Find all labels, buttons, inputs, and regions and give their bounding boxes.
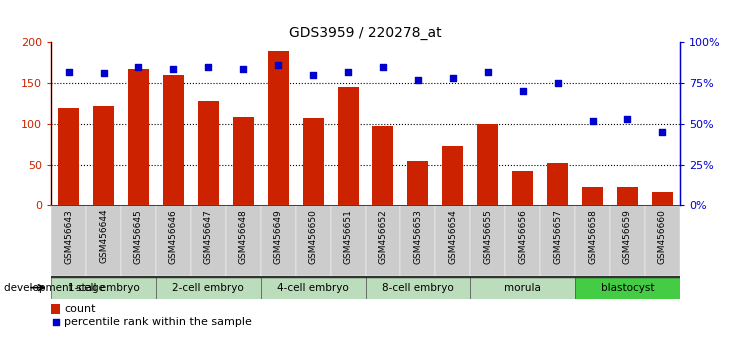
Text: GSM456651: GSM456651	[344, 209, 352, 264]
Text: 2-cell embryo: 2-cell embryo	[173, 282, 244, 293]
Point	[307, 72, 319, 78]
Text: GSM456657: GSM456657	[553, 209, 562, 264]
Text: GSM456660: GSM456660	[658, 209, 667, 264]
Bar	[156, 276, 261, 299]
Bar	[226, 205, 261, 276]
Bar	[407, 161, 428, 205]
Bar	[232, 118, 254, 205]
Point	[167, 66, 179, 72]
Point	[447, 75, 458, 81]
Text: GSM456653: GSM456653	[414, 209, 423, 264]
Text: 1-cell embryo: 1-cell embryo	[68, 282, 140, 293]
Bar	[93, 106, 114, 205]
Bar	[261, 276, 366, 299]
Text: GSM456645: GSM456645	[134, 209, 143, 264]
Bar	[652, 192, 673, 205]
Text: GSM456646: GSM456646	[169, 209, 178, 264]
Text: GSM456656: GSM456656	[518, 209, 527, 264]
Bar	[330, 205, 366, 276]
Bar	[442, 146, 463, 205]
Point	[621, 116, 633, 122]
Bar	[198, 101, 219, 205]
Bar	[128, 69, 149, 205]
Text: GSM456650: GSM456650	[308, 209, 317, 264]
Bar	[575, 276, 680, 299]
Title: GDS3959 / 220278_at: GDS3959 / 220278_at	[289, 26, 442, 40]
Bar	[86, 205, 121, 276]
Bar	[366, 276, 470, 299]
Bar	[268, 51, 289, 205]
Bar	[540, 205, 575, 276]
Text: GSM456658: GSM456658	[588, 209, 597, 264]
Bar	[121, 205, 156, 276]
Bar	[51, 304, 60, 314]
Bar	[295, 205, 330, 276]
Point	[342, 69, 354, 75]
Text: GSM456648: GSM456648	[239, 209, 248, 264]
Point	[63, 69, 75, 75]
Bar	[436, 205, 470, 276]
Text: GSM456659: GSM456659	[623, 209, 632, 264]
Text: percentile rank within the sample: percentile rank within the sample	[64, 317, 252, 327]
Bar	[338, 87, 358, 205]
Point	[377, 64, 389, 70]
Point	[552, 80, 564, 86]
Bar	[645, 205, 680, 276]
Text: GSM456649: GSM456649	[273, 209, 283, 264]
Point	[517, 88, 529, 94]
Bar	[51, 276, 156, 299]
Bar	[373, 126, 393, 205]
Bar	[547, 163, 568, 205]
Text: GSM456652: GSM456652	[379, 209, 387, 264]
Text: GSM456647: GSM456647	[204, 209, 213, 264]
Bar	[303, 118, 324, 205]
Bar	[575, 205, 610, 276]
Point	[482, 69, 493, 75]
Bar	[401, 205, 436, 276]
Point	[132, 64, 144, 70]
Text: development stage: development stage	[4, 282, 105, 293]
Text: count: count	[64, 304, 96, 314]
Point	[98, 70, 110, 76]
Point	[50, 319, 61, 325]
Bar	[617, 187, 638, 205]
Bar	[470, 276, 575, 299]
Bar	[156, 205, 191, 276]
Bar	[366, 205, 401, 276]
Bar	[261, 205, 295, 276]
Bar	[610, 205, 645, 276]
Bar	[58, 108, 79, 205]
Point	[202, 64, 214, 70]
Text: 8-cell embryo: 8-cell embryo	[382, 282, 454, 293]
Bar	[191, 205, 226, 276]
Text: blastocyst: blastocyst	[601, 282, 654, 293]
Point	[412, 77, 424, 83]
Text: GSM456644: GSM456644	[99, 209, 108, 263]
Bar	[477, 124, 499, 205]
Text: GSM456654: GSM456654	[448, 209, 458, 264]
Bar	[512, 171, 533, 205]
Point	[587, 118, 599, 124]
Text: 4-cell embryo: 4-cell embryo	[277, 282, 349, 293]
Bar	[470, 205, 505, 276]
Point	[656, 129, 668, 135]
Bar	[163, 75, 184, 205]
Text: morula: morula	[504, 282, 541, 293]
Bar	[582, 187, 603, 205]
Point	[238, 66, 249, 72]
Text: GSM456655: GSM456655	[483, 209, 492, 264]
Point	[273, 62, 284, 68]
Bar	[51, 205, 86, 276]
Bar	[505, 205, 540, 276]
Text: GSM456643: GSM456643	[64, 209, 73, 264]
